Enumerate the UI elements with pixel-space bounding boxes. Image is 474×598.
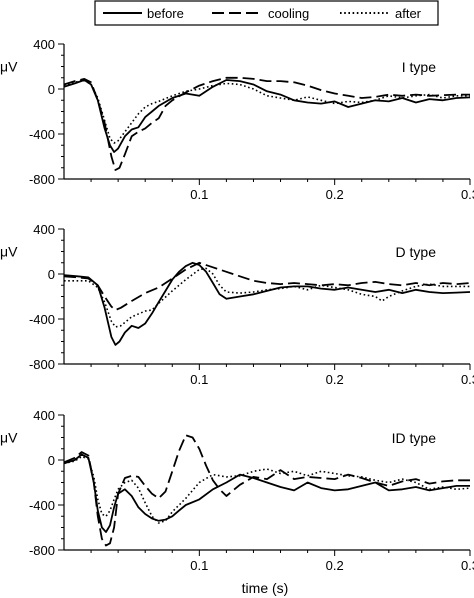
y-tick-label: -400 <box>29 312 55 327</box>
x-tick-label: 0.3 <box>461 187 474 202</box>
series-cooling-line <box>63 76 470 171</box>
x-tick-label: 0.2 <box>326 187 344 202</box>
x-tick-label: 0.2 <box>326 558 344 573</box>
panel-title: I type <box>402 59 436 75</box>
panels: 400 0 -400 -800 0.1 0.2 0.3 μV I type 400 0 -400 -80… <box>0 37 474 573</box>
x-tick-label: 0.1 <box>190 187 208 202</box>
x-tick-label: 0.1 <box>190 558 208 573</box>
y-tick-label: 400 <box>33 37 55 52</box>
y-tick-label: 400 <box>33 222 55 237</box>
y-tick-label: 400 <box>33 408 55 423</box>
legend-label-before: before <box>147 6 184 21</box>
series-after-line <box>63 455 471 524</box>
panel-1: 400 0 -400 -800 0.1 0.2 0.3 μV I type <box>0 37 474 202</box>
y-tick-label: 0 <box>48 267 55 282</box>
y-unit-label: μV <box>0 244 18 260</box>
x-tick-label: 0.3 <box>461 558 474 573</box>
panel-title: ID type <box>392 430 437 446</box>
series-cooling-line <box>63 434 470 547</box>
x-tick-label: 0.2 <box>326 372 344 387</box>
y-tick-label: 0 <box>48 453 55 468</box>
panel-3: 400 0 -400 -800 0.1 0.2 0.3 μV ID type <box>0 408 474 573</box>
legend-label-cooling: cooling <box>268 6 309 21</box>
y-unit-label: μV <box>0 430 18 446</box>
series-after-line <box>63 79 470 144</box>
y-tick-label: -800 <box>29 543 55 558</box>
panel-title: D type <box>396 244 437 260</box>
y-tick-label: -800 <box>29 357 55 372</box>
x-tick-label: 0.1 <box>190 372 208 387</box>
x-tick-label: 0.3 <box>461 372 474 387</box>
legend-label-after: after <box>395 6 422 21</box>
legend: before cooling after <box>94 0 439 26</box>
series-before-line <box>63 261 471 346</box>
y-tick-label: 0 <box>48 82 55 97</box>
y-tick-label: -800 <box>29 172 55 187</box>
series-after-line <box>64 267 470 328</box>
series-before-line <box>63 453 470 533</box>
y-tick-label: -400 <box>29 127 55 142</box>
series-cooling-line <box>63 261 471 311</box>
series-before-line <box>63 79 471 153</box>
y-tick-label: -400 <box>29 498 55 513</box>
panel-2: 400 0 -400 -800 0.1 0.2 0.3 μV D type <box>0 222 474 387</box>
x-axis-title: time (s) <box>242 580 289 596</box>
legend-box <box>94 0 439 26</box>
y-unit-label: μV <box>0 59 18 75</box>
